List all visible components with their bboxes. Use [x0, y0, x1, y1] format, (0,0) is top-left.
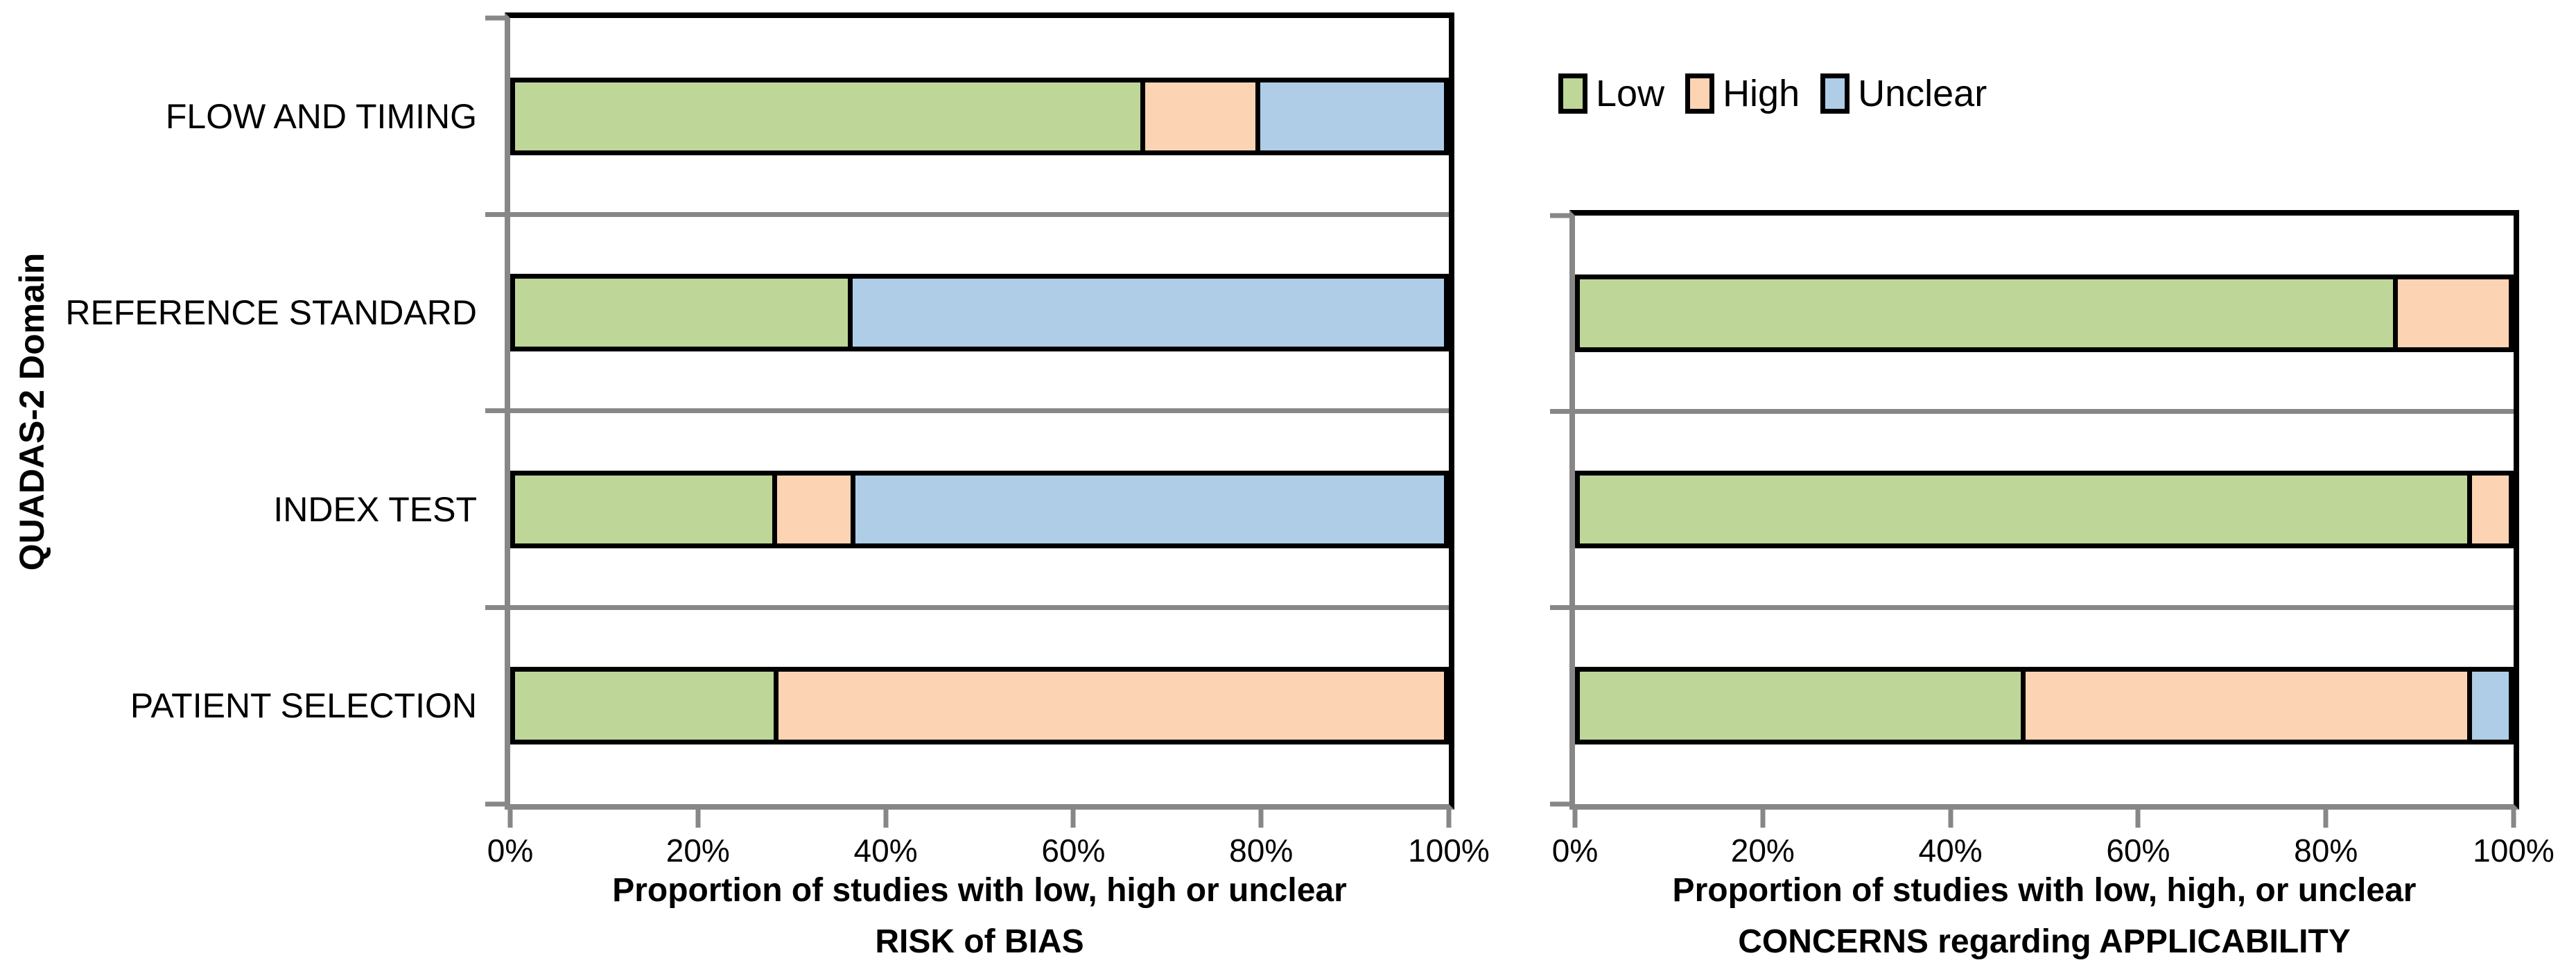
x-axis-tick — [1760, 810, 1766, 828]
legend-label-high: High — [1723, 73, 1800, 114]
category-separator-line — [485, 604, 1449, 610]
category-separator-line — [1550, 604, 2514, 610]
bar-segment-unclear — [1255, 82, 1445, 150]
x-axis-tick — [2135, 810, 2141, 828]
chart-row-reference-standard — [1575, 216, 2514, 412]
x-axis-tick — [2511, 810, 2516, 828]
bar-segment-high — [1140, 82, 1255, 150]
bar-segment-low — [515, 672, 774, 740]
bar-segment-high — [772, 475, 851, 543]
legend-swatch-low — [1558, 73, 1587, 114]
legend: Low High Unclear — [1558, 72, 1987, 115]
chart-row-reference-standard — [485, 211, 1449, 412]
chart-row-index-test — [1550, 408, 2514, 608]
bar-segment-high — [2021, 672, 2467, 740]
stacked-bar-reference-standard — [1575, 274, 2514, 353]
x-axis-tick-label: 0% — [487, 833, 534, 869]
x-axis-tick-label: 100% — [1408, 833, 1490, 869]
bar-segment-low — [515, 475, 773, 543]
category-separator-line — [485, 408, 1449, 413]
legend-item-low: Low — [1558, 72, 1664, 115]
bar-segment-high — [774, 672, 1444, 740]
applicability-axis-title-line2: CONCERNS regarding APPLICABILITY — [1738, 923, 2351, 961]
bar-segment-unclear — [847, 279, 1444, 347]
x-axis-tick — [1572, 810, 1578, 828]
x-axis-tick-label: 0% — [1551, 833, 1599, 869]
category-label-flow-and-timing: FLOW AND TIMING — [165, 96, 477, 136]
x-axis-tick-label: 80% — [1229, 833, 1294, 869]
chart-row-patient-selection — [1550, 604, 2514, 804]
risk-of-bias-axis-title-line1: Proportion of studies with low, high or … — [612, 872, 1347, 909]
risk-of-bias-axis-title-line2: RISK of BIAS — [875, 923, 1084, 961]
stacked-bar-index-test — [510, 470, 1449, 548]
legend-swatch-high — [1685, 73, 1715, 114]
x-axis-tick — [1070, 810, 1076, 828]
chart-row-patient-selection — [485, 604, 1449, 805]
stacked-bar-flow-and-timing — [510, 77, 1449, 155]
category-axis-tick — [485, 15, 505, 21]
bar-segment-low — [515, 82, 1140, 150]
chart-row-index-test — [485, 408, 1449, 608]
bar-segment-high — [2393, 279, 2509, 348]
x-axis-tick — [1446, 810, 1452, 828]
category-axis-tick — [485, 801, 505, 807]
bar-segment-low — [1580, 476, 2467, 544]
bar-segment-unclear — [851, 475, 1444, 543]
x-axis-tick-label: 20% — [1730, 833, 1795, 869]
x-axis-tick-label: 80% — [2294, 833, 2358, 869]
x-axis-tick — [2323, 810, 2329, 828]
category-axis-tick — [1550, 213, 1569, 218]
legend-item-high: High — [1685, 72, 1800, 115]
stacked-bar-patient-selection — [510, 667, 1449, 745]
x-axis-tick — [883, 810, 889, 828]
bar-segment-unclear — [2466, 672, 2509, 740]
x-axis-tick-label: 60% — [1041, 833, 1106, 869]
category-separator-line — [1550, 408, 2514, 414]
category-separator-line — [485, 211, 1449, 217]
x-axis-tick — [1948, 810, 1953, 828]
category-axis-labels: FLOW AND TIMING REFERENCE STANDARD INDEX T… — [0, 18, 477, 804]
category-label-index-test: INDEX TEST — [273, 489, 477, 529]
applicability-plot-area — [1550, 210, 2519, 810]
x-axis-tick-label: 40% — [1918, 833, 1983, 869]
applicability-axis-title-line1: Proportion of studies with low, high, or… — [1672, 872, 2417, 909]
risk-of-bias-axis-title: Proportion of studies with low, high or … — [356, 865, 1603, 968]
x-axis-tick — [1258, 810, 1264, 828]
risk-of-bias-plot-area — [485, 12, 1454, 810]
legend-swatch-unclear — [1820, 73, 1850, 114]
stacked-bar-reference-standard — [510, 274, 1449, 352]
stacked-bar-index-test — [1575, 471, 2514, 549]
category-label-reference-standard: REFERENCE STANDARD — [65, 293, 477, 333]
legend-item-unclear: Unclear — [1820, 72, 1987, 115]
applicability-x-axis: 0% 20% 40% 60% 80% 100% — [1552, 810, 2555, 893]
legend-label-unclear: Unclear — [1858, 73, 1987, 114]
bar-segment-low — [1580, 279, 2394, 348]
risk-of-bias-x-axis: 0% 20% 40% 60% 80% 100% — [487, 810, 1490, 893]
category-label-patient-selection: PATIENT SELECTION — [130, 686, 477, 726]
x-axis-tick-label: 40% — [853, 833, 918, 869]
x-axis-tick-label: 60% — [2106, 833, 2170, 869]
x-axis-tick — [695, 810, 701, 828]
bar-segment-low — [1580, 672, 2021, 740]
x-axis-tick-label: 100% — [2473, 833, 2555, 869]
stacked-bar-patient-selection — [1575, 667, 2514, 745]
chart-row-flow-and-timing — [510, 18, 1449, 215]
applicability-axis-title: Proportion of studies with low, high, or… — [1420, 865, 2576, 968]
bar-segment-low — [515, 279, 848, 347]
x-axis-tick — [507, 810, 513, 828]
category-axis-tick — [1550, 801, 1569, 807]
bar-segment-high — [2466, 476, 2509, 544]
legend-label-low: Low — [1596, 73, 1665, 114]
x-axis-tick-label: 20% — [665, 833, 730, 869]
